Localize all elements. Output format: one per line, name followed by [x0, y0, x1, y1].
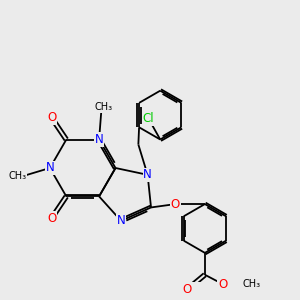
Text: O: O [171, 198, 180, 211]
Text: N: N [95, 133, 103, 146]
Text: Cl: Cl [142, 112, 154, 125]
Text: CH₃: CH₃ [94, 102, 112, 112]
Text: N: N [143, 168, 152, 181]
Text: N: N [117, 214, 125, 227]
Text: O: O [47, 212, 56, 225]
Text: O: O [47, 111, 56, 124]
Text: N: N [46, 161, 54, 175]
Text: CH₃: CH₃ [243, 279, 261, 289]
Text: O: O [218, 278, 227, 290]
Text: CH₃: CH₃ [8, 171, 26, 181]
Text: O: O [183, 283, 192, 296]
